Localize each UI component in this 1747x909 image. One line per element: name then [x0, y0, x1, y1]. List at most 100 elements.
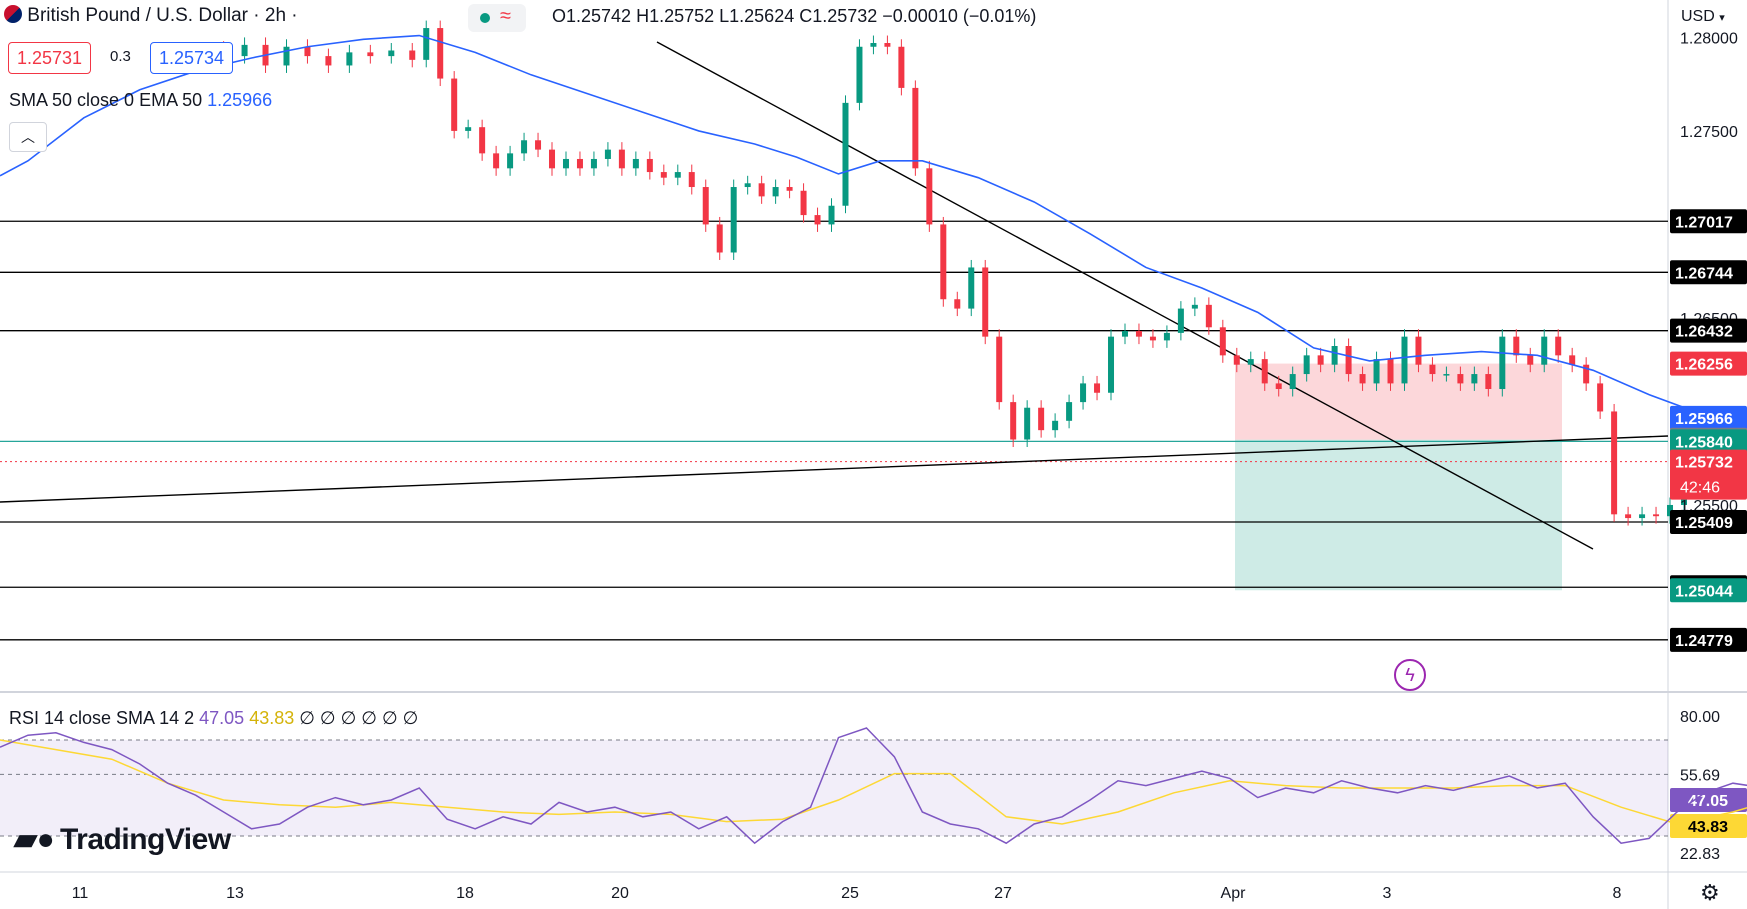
candle-body: [814, 215, 821, 225]
symbol-title[interactable]: British Pound / U.S. Dollar · 2h ·: [4, 5, 298, 27]
currency-selector[interactable]: USD ▾: [1681, 8, 1725, 25]
rsi-line: [0, 727, 1747, 845]
symbol-name: British Pound / U.S. Dollar: [27, 5, 248, 26]
candle-body: [1485, 374, 1492, 390]
candle-body: [1205, 304, 1212, 328]
candle-body: [618, 149, 625, 169]
candle-body: [758, 183, 765, 197]
candle-body: [1373, 359, 1380, 384]
price-label-badge: [1670, 405, 1747, 430]
candle-body: [716, 224, 723, 253]
candle-body: [674, 172, 681, 178]
candle-body: [898, 46, 905, 88]
chevron-up-icon: ︿: [21, 129, 35, 145]
price-label-badge: [1670, 209, 1747, 234]
candle-body: [451, 78, 458, 131]
candle-body: [388, 50, 395, 57]
candle-body: [1094, 383, 1101, 393]
rsi-tick-label: 55.69: [1680, 767, 1720, 784]
lightning-icon[interactable]: ϟ: [1394, 659, 1426, 691]
candle-body: [940, 224, 947, 300]
target-zone: [1235, 439, 1562, 591]
buy-button[interactable]: 1.25734: [150, 42, 234, 74]
candle-body: [1359, 374, 1366, 384]
price-label-badge: [1670, 627, 1747, 652]
candle-body: [549, 149, 556, 169]
candle-body: [1429, 364, 1436, 375]
candle-body: [1163, 332, 1170, 341]
candle-body: [646, 158, 653, 173]
candle-body: [1233, 355, 1240, 365]
candle-body: [870, 43, 877, 47]
candle-body: [1024, 407, 1031, 440]
candle-body: [1499, 336, 1506, 390]
rsi-sma-line: [0, 739, 1747, 825]
candle-body: [1149, 336, 1156, 341]
rsi-value-text: 43.83: [1688, 819, 1728, 836]
rsi-tick-label: 22.83: [1680, 846, 1720, 863]
candle-body: [562, 158, 569, 169]
price-label-text: 1.26256: [1675, 357, 1733, 374]
settings-gear-icon[interactable]: ⚙: [1700, 880, 1720, 905]
price-label-text: 1.25966: [1675, 411, 1733, 428]
candle-body: [1219, 327, 1226, 356]
candle-body: [1331, 346, 1338, 365]
candle-body: [1597, 383, 1604, 412]
candle-body: [346, 52, 353, 66]
interval-label: 2h: [264, 5, 287, 26]
candle-body: [772, 187, 779, 197]
price-label-badge: [1670, 449, 1747, 500]
candle-body: [604, 149, 611, 159]
candle-body: [1457, 374, 1464, 384]
candle-body: [423, 28, 430, 60]
candle-body: [325, 56, 332, 66]
rsi-legend[interactable]: RSI 14 close SMA 14 2 47.05 43.83 ∅ ∅ ∅ …: [9, 708, 418, 729]
candle-body: [507, 153, 514, 169]
ohlc-readout: O1.25742 H1.25752 L1.25624 C1.25732 −0.0…: [552, 6, 1037, 26]
candle-body: [1555, 336, 1562, 356]
candle-body: [1513, 336, 1520, 356]
candle-body: [912, 87, 919, 169]
sell-button[interactable]: 1.25731: [8, 42, 92, 74]
time-tick-label: 27: [994, 885, 1012, 902]
collapse-legend-button[interactable]: ︿: [9, 122, 47, 152]
candle-body: [590, 158, 597, 169]
candle-body: [409, 50, 416, 60]
sma-line: [0, 34, 1747, 431]
time-tick-label: 20: [611, 885, 629, 902]
candle-body: [688, 172, 695, 188]
rsi-value: 47.05: [199, 708, 245, 728]
candle-body: [996, 336, 1003, 403]
indicator-legend[interactable]: SMA 50 close 0 EMA 50 1.25966: [9, 90, 272, 111]
candle-body: [856, 46, 863, 103]
candle-body: [1527, 355, 1534, 365]
stop-zone: [1235, 363, 1562, 440]
candle-body: [304, 46, 311, 57]
candle-body: [1080, 383, 1087, 403]
spread-value: 0.3: [110, 48, 131, 65]
candle-body: [842, 102, 849, 206]
candle-body: [1303, 355, 1310, 375]
candle-body: [1387, 359, 1394, 384]
candle-body: [786, 187, 793, 191]
candle-body: [744, 183, 751, 188]
candle-body: [954, 299, 961, 309]
price-tick-label: 1.28000: [1680, 30, 1738, 47]
time-tick-label: 11: [72, 885, 89, 902]
candle-body: [1261, 359, 1268, 384]
indicator-value: 1.25966: [207, 90, 273, 110]
candle-body: [1177, 308, 1184, 333]
candle-body: [576, 158, 583, 169]
price-label-text: 1.27017: [1675, 214, 1733, 231]
flag-icon: [4, 5, 22, 23]
candle-body: [982, 267, 989, 337]
candle-body: [1611, 411, 1618, 515]
market-status[interactable]: ≈: [468, 4, 526, 32]
candle-body: [479, 127, 486, 154]
candle-body: [521, 140, 528, 154]
rsi-value-badge: [1670, 814, 1747, 838]
time-tick-label: 8: [1613, 885, 1622, 902]
candle-body: [1653, 514, 1660, 517]
candle-body: [1066, 402, 1073, 421]
